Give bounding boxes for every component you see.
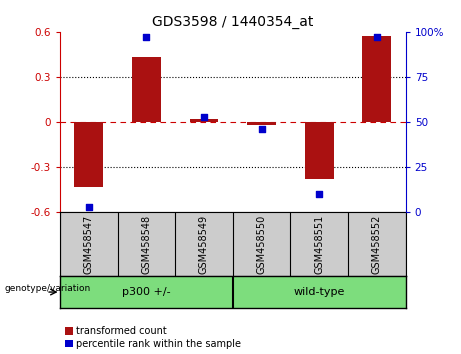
Bar <box>362 36 391 122</box>
Text: GSM458548: GSM458548 <box>142 215 151 274</box>
Bar <box>305 122 334 179</box>
Bar <box>132 57 161 122</box>
Point <box>258 126 266 132</box>
Point <box>373 34 381 40</box>
Legend: transformed count, percentile rank within the sample: transformed count, percentile rank withi… <box>65 326 242 349</box>
Text: GSM458547: GSM458547 <box>84 215 94 274</box>
Point <box>142 34 150 40</box>
Text: wild-type: wild-type <box>294 287 345 297</box>
Text: GSM458552: GSM458552 <box>372 215 382 274</box>
Text: p300 +/-: p300 +/- <box>122 287 171 297</box>
Text: genotype/variation: genotype/variation <box>5 284 91 293</box>
Text: GSM458551: GSM458551 <box>314 215 324 274</box>
Text: GSM458549: GSM458549 <box>199 215 209 274</box>
Title: GDS3598 / 1440354_at: GDS3598 / 1440354_at <box>152 16 313 29</box>
Bar <box>247 122 276 125</box>
Point <box>315 192 323 197</box>
Point <box>200 114 207 120</box>
Bar <box>74 122 103 187</box>
Text: GSM458550: GSM458550 <box>257 215 266 274</box>
Point <box>85 204 92 210</box>
Bar <box>189 119 219 122</box>
